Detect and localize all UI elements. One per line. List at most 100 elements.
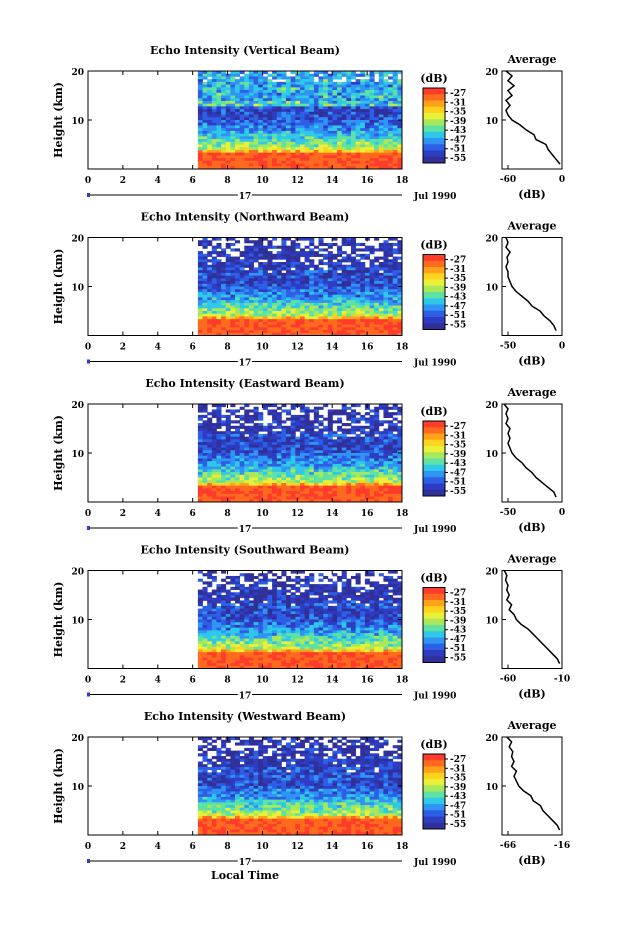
heatmap-cell (313, 251, 319, 255)
heatmap-cell (337, 251, 343, 255)
heatmap-cell (276, 420, 282, 424)
heatmap-cell (230, 321, 236, 326)
heatmap-cell (295, 128, 301, 132)
heatmap-cell (337, 111, 343, 115)
heatmap-cell (267, 455, 273, 459)
heatmap-cell (327, 330, 333, 334)
heatmap-cell (207, 163, 213, 167)
heatmap-cell (235, 130, 241, 135)
heatmap-cell (216, 499, 222, 503)
heatmap-cell (392, 155, 398, 159)
heatmap-cell (323, 600, 329, 604)
heatmap-cell (272, 453, 278, 457)
heatmap-cell (383, 447, 389, 451)
heatmap-cell (360, 332, 366, 336)
heatmap-cell (230, 433, 236, 438)
heatmap-cell (267, 98, 273, 102)
heatmap-cell (323, 472, 329, 476)
y-tick-label: 20 (71, 68, 84, 78)
heatmap-cell (369, 455, 375, 459)
heatmap-cell (244, 472, 250, 476)
heatmap-cell (313, 586, 319, 590)
heatmap-cell (216, 291, 222, 296)
heatmap-cell (286, 158, 292, 162)
heatmap-cell (332, 71, 338, 75)
heatmap-cell (346, 163, 352, 167)
heatmap-cell (355, 420, 361, 424)
heatmap-cell (262, 488, 268, 492)
heatmap-cell (355, 458, 361, 462)
heatmap-cell (262, 428, 268, 432)
heatmap-cell (202, 155, 208, 159)
heatmap-cell (272, 302, 278, 306)
heatmap-cell (207, 453, 213, 457)
heatmap-cell (318, 493, 324, 497)
heatmap-cell (281, 455, 287, 459)
heatmap-cell (350, 308, 357, 312)
heatmap-cell (207, 73, 213, 77)
heatmap-cell (360, 499, 366, 503)
heatmap-cell (276, 111, 282, 115)
heatmap-cell (230, 444, 236, 448)
heatmap-cell (258, 439, 264, 443)
profile-x-tick-label: -50 (500, 342, 516, 352)
heatmap-cell (207, 442, 213, 446)
heatmap-cell (216, 103, 222, 107)
heatmap-cell (378, 589, 384, 593)
heatmap-cell (230, 259, 236, 263)
heatmap-cell (309, 133, 315, 137)
colorbar-swatch (423, 452, 445, 459)
heatmap-cell (299, 480, 305, 484)
heatmap-cell (225, 455, 231, 459)
heatmap-cell (341, 570, 347, 574)
heatmap-cell (244, 251, 250, 255)
heatmap-cell (397, 120, 403, 124)
heatmap-cell (313, 447, 319, 451)
heatmap-cell (299, 248, 305, 252)
heatmap-cell (369, 493, 375, 497)
heatmap-cell (202, 84, 208, 88)
heatmap-cell (313, 316, 319, 320)
heatmap-cell (383, 248, 389, 252)
heatmap-cell (341, 87, 347, 91)
x-tick-label: 16 (361, 509, 374, 519)
heatmap-cell (364, 149, 370, 154)
heatmap-cell (378, 433, 384, 438)
heatmap-cell (258, 302, 264, 306)
heatmap-cell (369, 330, 375, 334)
heatmap-cell (299, 87, 305, 91)
heatmap-cell (364, 417, 370, 421)
heatmap-cell (239, 455, 245, 459)
heatmap-cell (374, 488, 380, 492)
heatmap-cell (221, 122, 227, 126)
heatmap-cell (230, 122, 236, 126)
heatmap-cell (253, 109, 259, 113)
heatmap-cell (383, 133, 389, 137)
heatmap-cell (341, 332, 347, 336)
heatmap-cell (350, 84, 357, 88)
heatmap-cell (364, 302, 370, 306)
heatmap-cell (248, 463, 254, 468)
heatmap-cell (221, 272, 227, 277)
heatmap-cell (299, 477, 305, 481)
heatmap-cell (318, 466, 324, 470)
heatmap-cell (230, 130, 236, 135)
heatmap-cell (313, 485, 319, 489)
chart-title: Echo Intensity (Eastward Beam) (145, 377, 344, 390)
heatmap-cell (323, 294, 329, 298)
heatmap-cell (262, 436, 268, 440)
heatmap-cell (221, 128, 227, 132)
heatmap-cell (304, 253, 310, 257)
heatmap-cell (276, 316, 282, 320)
heatmap-cell (397, 461, 403, 465)
heatmap-cell (383, 578, 389, 582)
heatmap-cell (253, 272, 259, 277)
heatmap-cell (350, 436, 357, 440)
heatmap-cell (378, 147, 384, 151)
heatmap-cell (313, 136, 319, 140)
heatmap-cell (374, 259, 380, 263)
heatmap-cell (341, 458, 347, 462)
heatmap-cell (304, 324, 310, 328)
colorbar-tick-label: -31 (450, 98, 466, 108)
heatmap-cell (281, 450, 287, 454)
